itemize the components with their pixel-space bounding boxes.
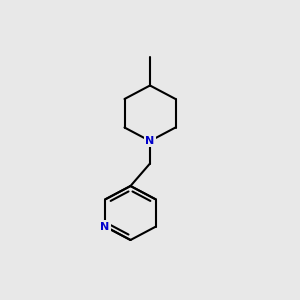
Text: N: N xyxy=(100,221,109,232)
Text: N: N xyxy=(146,136,154,146)
